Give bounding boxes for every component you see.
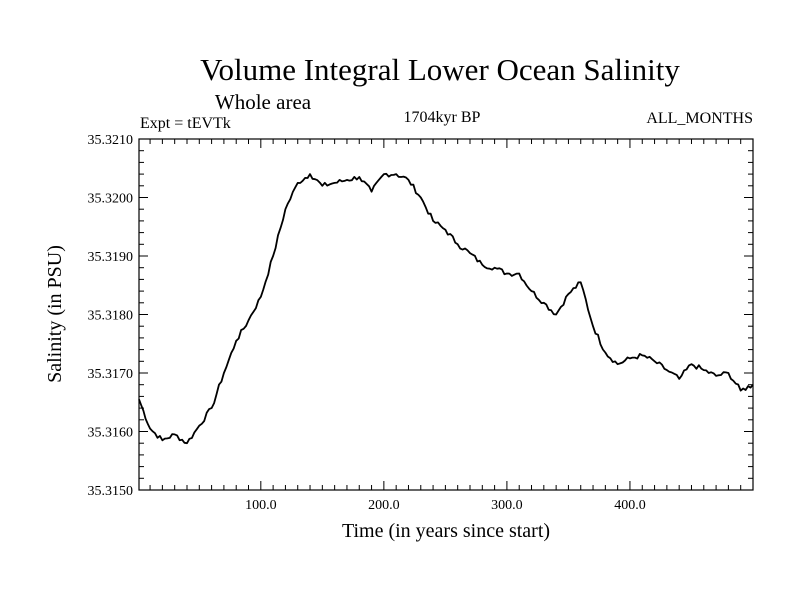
x-axis-label: Time (in years since start) <box>342 520 550 542</box>
experiment-label: Expt = tEVTk <box>140 115 231 132</box>
y-tick-label: 35.3180 <box>88 309 134 324</box>
plot-frame <box>138 138 754 491</box>
y-tick-label: 35.3170 <box>88 367 134 382</box>
chart-title: Volume Integral Lower Ocean Salinity <box>200 52 680 87</box>
y-tick-label: 35.3210 <box>88 133 134 148</box>
y-tick-label: 35.3160 <box>88 426 134 441</box>
y-axis-label: Salinity (in PSU) <box>44 245 66 383</box>
y-tick-label: 35.3150 <box>88 484 134 499</box>
x-tick-label: 100.0 <box>245 498 277 513</box>
x-tick-label: 400.0 <box>614 498 646 513</box>
x-tick-label: 300.0 <box>491 498 523 513</box>
x-tick-label: 200.0 <box>368 498 400 513</box>
chart-subtitle: Whole area <box>215 90 312 114</box>
period-label: 1704kyr BP <box>404 109 481 126</box>
y-tick-label: 35.3190 <box>88 250 134 265</box>
y-tick-label: 35.3200 <box>88 192 134 207</box>
months-label: ALL_MONTHS <box>646 110 753 127</box>
salinity-series-line <box>138 172 754 445</box>
